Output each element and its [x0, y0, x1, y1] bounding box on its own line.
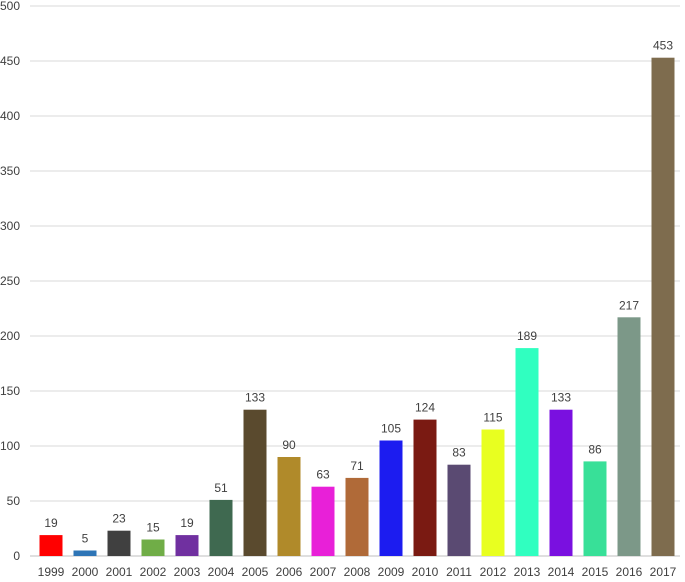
bar	[379, 440, 403, 556]
x-tick-label: 2001	[106, 565, 133, 579]
data-label: 133	[551, 391, 571, 405]
bar	[447, 464, 471, 556]
bar	[243, 409, 267, 556]
bar	[583, 461, 607, 556]
bar	[345, 477, 369, 556]
x-tick-label: 2012	[480, 565, 507, 579]
y-tick-label: 0	[13, 549, 20, 563]
y-axis-tick-labels: 0 50 100 150 200 250 300 350 400 450 500	[0, 0, 20, 563]
bar	[73, 550, 97, 556]
x-tick-label: 2004	[208, 565, 235, 579]
bar	[277, 457, 301, 556]
x-tick-label: 2008	[344, 565, 371, 579]
data-label: 51	[214, 481, 228, 495]
data-label: 453	[653, 39, 673, 53]
x-tick-label: 2007	[310, 565, 337, 579]
x-tick-label: 2014	[548, 565, 575, 579]
x-tick-label: 2000	[72, 565, 99, 579]
gridlines	[30, 5, 680, 502]
x-tick-label: 2015	[582, 565, 609, 579]
x-tick-label: 1999	[38, 565, 65, 579]
bar	[413, 419, 437, 556]
bars	[39, 57, 675, 556]
y-tick-label: 300	[0, 219, 20, 233]
data-label: 15	[146, 521, 160, 535]
data-label: 5	[82, 532, 89, 546]
data-label: 71	[350, 459, 364, 473]
data-labels: 19 5 23 15 19 51 133 90 63 71 105 124 83 115 189 133 86 2…	[44, 39, 673, 546]
data-label: 90	[282, 438, 296, 452]
data-label: 133	[245, 391, 265, 405]
data-label: 63	[316, 468, 330, 482]
x-tick-label: 2011	[446, 565, 472, 579]
x-tick-label: 2005	[242, 565, 269, 579]
x-tick-label: 2013	[514, 565, 541, 579]
data-label: 19	[44, 516, 58, 530]
x-tick-label: 2010	[412, 565, 439, 579]
data-label: 105	[381, 422, 401, 436]
y-tick-label: 100	[0, 439, 20, 453]
bar	[141, 539, 165, 556]
data-label: 189	[517, 329, 537, 343]
bar	[107, 530, 131, 556]
y-tick-label: 350	[0, 164, 20, 178]
x-tick-label: 2002	[140, 565, 167, 579]
bar	[311, 486, 335, 556]
bar	[209, 499, 233, 556]
data-label: 124	[415, 401, 435, 415]
bar	[617, 317, 641, 556]
y-tick-label: 400	[0, 109, 20, 123]
data-label: 115	[483, 411, 502, 425]
data-label: 83	[452, 446, 466, 460]
bar	[481, 429, 505, 556]
x-tick-label: 2017	[650, 565, 677, 579]
data-label: 23	[112, 512, 126, 526]
x-tick-label: 2003	[174, 565, 201, 579]
x-axis-tick-labels: 1999 2000 2001 2002 2003 2004 2005 2006 2007 2008…	[38, 565, 677, 579]
bar	[39, 535, 63, 556]
x-tick-label: 2009	[378, 565, 405, 579]
x-tick-label: 2006	[276, 565, 303, 579]
y-tick-label: 500	[0, 0, 20, 13]
y-tick-label: 50	[7, 494, 21, 508]
bar	[549, 409, 573, 556]
bar	[515, 348, 539, 556]
x-tick-label: 2016	[616, 565, 643, 579]
bar	[651, 57, 675, 556]
data-label: 217	[619, 298, 639, 312]
bar	[175, 535, 199, 556]
y-tick-label: 250	[0, 274, 20, 288]
y-tick-label: 150	[0, 384, 20, 398]
y-tick-label: 450	[0, 54, 20, 68]
data-label: 86	[588, 442, 602, 456]
data-label: 19	[180, 516, 194, 530]
y-tick-label: 200	[0, 329, 20, 343]
